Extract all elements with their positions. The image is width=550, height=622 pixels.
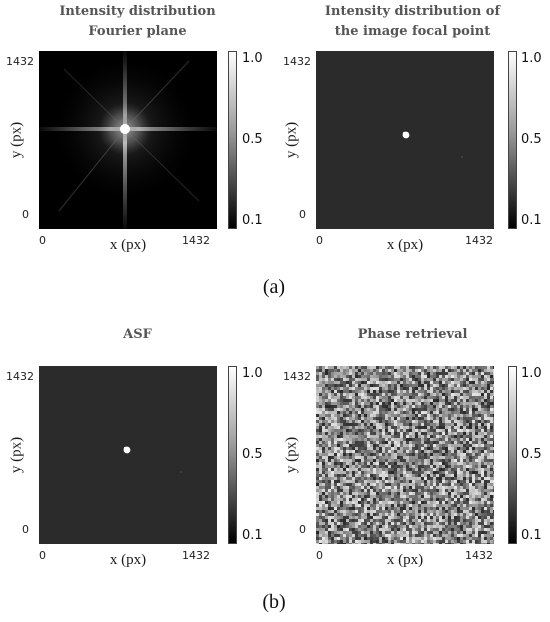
- colorbar: [508, 51, 517, 229]
- colorbar-tick-2: 0.5: [242, 447, 263, 462]
- panel-title-line-1: Intensity distribution of: [324, 4, 501, 19]
- x-axis-label: x (px): [109, 237, 147, 253]
- y-axis-label: y (px): [8, 121, 25, 159]
- panel-image-focal-point: Intensity distribution of the image foca…: [275, 0, 550, 260]
- panel-asf: ASF y (px) 1432 0 0 x (px) 1432 1.0 0.5 …: [0, 315, 275, 575]
- colorbar-tick-1: 1.0: [242, 366, 263, 381]
- asf-image: [39, 366, 217, 544]
- caption-b: (b): [262, 591, 286, 613]
- y-tick-top: 1432: [6, 370, 34, 383]
- caption-a: (a): [262, 276, 286, 298]
- colorbar: [228, 51, 237, 229]
- y-axis-label: y (px): [8, 436, 25, 474]
- colorbar-tick-3: 0.1: [521, 213, 542, 228]
- colorbar-tick-3: 0.1: [242, 528, 263, 543]
- colorbar-tick-3: 0.1: [521, 528, 542, 543]
- panel-fourier-plane: Intensity distribution Fourier plane y (…: [0, 0, 275, 260]
- intensity-image-focal: [316, 51, 494, 229]
- y-tick-top: 1432: [6, 55, 34, 68]
- x-tick-right: 1432: [465, 234, 493, 247]
- x-tick-left: 0: [39, 234, 46, 247]
- colorbar-tick-2: 0.5: [521, 447, 542, 462]
- colorbar-tick-1: 1.0: [521, 366, 542, 381]
- panel-title: Intensity distribution Fourier plane: [0, 2, 275, 42]
- panel-title: ASF: [0, 325, 275, 345]
- panel-title-line-1: Phase retrieval: [357, 327, 468, 342]
- panel-phase-retrieval: Phase retrieval y (px) 1432 0 0 x (px) 1…: [275, 315, 550, 575]
- panel-title: Intensity distribution of the image foca…: [275, 2, 550, 42]
- phase-retrieval-image: [316, 366, 494, 544]
- x-axis-label: x (px): [386, 237, 424, 253]
- y-axis-label: y (px): [283, 436, 300, 474]
- x-tick-right: 1432: [182, 549, 210, 562]
- x-tick-left: 0: [39, 549, 46, 562]
- y-tick-bottom: 0: [299, 523, 306, 536]
- y-tick-top: 1432: [283, 370, 311, 383]
- colorbar-tick-3: 0.1: [242, 213, 263, 228]
- panel-title-line-1: Intensity distribution: [59, 4, 216, 19]
- x-tick-left: 0: [316, 549, 323, 562]
- panel-title: Phase retrieval: [275, 325, 550, 345]
- colorbar-tick-2: 0.5: [242, 132, 263, 147]
- y-tick-bottom: 0: [299, 208, 306, 221]
- x-tick-left: 0: [316, 234, 323, 247]
- panel-title-line-2: the image focal point: [334, 24, 491, 39]
- intensity-image-fourier: [39, 51, 217, 229]
- colorbar-tick-2: 0.5: [521, 132, 542, 147]
- x-axis-label: x (px): [386, 552, 424, 568]
- colorbar-tick-1: 1.0: [242, 51, 263, 66]
- panel-title-line-2: Fourier plane: [88, 24, 187, 39]
- y-tick-bottom: 0: [22, 208, 29, 221]
- panel-title-line-1: ASF: [123, 327, 152, 342]
- y-tick-bottom: 0: [22, 523, 29, 536]
- y-tick-top: 1432: [283, 55, 311, 68]
- x-axis-label: x (px): [109, 552, 147, 568]
- colorbar: [508, 366, 517, 544]
- colorbar-tick-1: 1.0: [521, 51, 542, 66]
- x-tick-right: 1432: [182, 234, 210, 247]
- colorbar: [228, 366, 237, 544]
- y-axis-label: y (px): [283, 121, 300, 159]
- x-tick-right: 1432: [465, 549, 493, 562]
